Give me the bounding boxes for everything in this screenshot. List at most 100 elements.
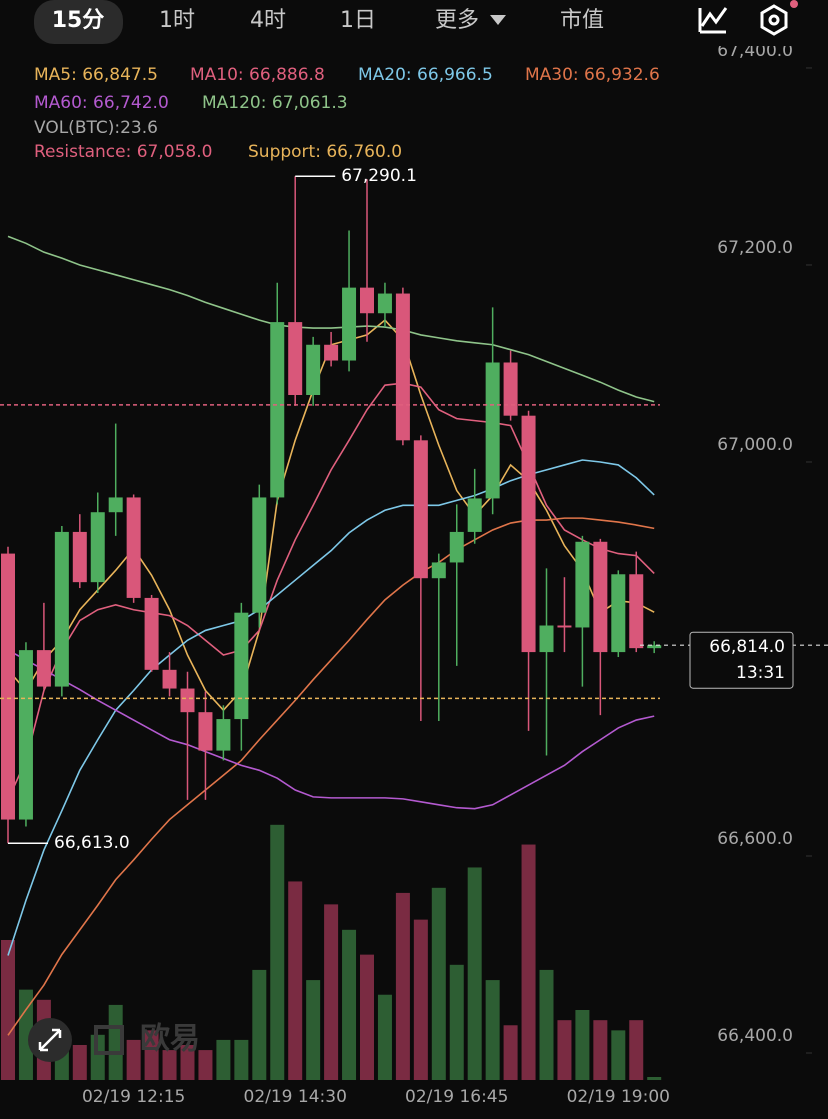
candle-body — [180, 688, 195, 713]
volume-bar — [485, 980, 500, 1080]
support-label: Support: 66,760.0 — [248, 142, 402, 162]
candle-body — [521, 415, 536, 653]
candle-body — [431, 562, 446, 579]
candle-body — [108, 497, 123, 513]
x-tick-label: 02/19 12:15 — [82, 1087, 185, 1107]
candle-body — [90, 512, 105, 583]
candle-body — [270, 322, 285, 498]
ma-line — [7, 382, 655, 801]
candle-body — [611, 574, 626, 653]
volume-bar — [449, 964, 464, 1080]
volume-bar — [467, 867, 482, 1080]
candle-body — [449, 531, 464, 563]
volume-bar — [180, 1045, 195, 1080]
ma-line — [7, 319, 655, 712]
candle-body — [342, 287, 357, 361]
volume-bar — [593, 1020, 608, 1080]
candle-body — [198, 712, 213, 751]
candle-body — [629, 574, 644, 649]
tab[interactable]: 1日 — [340, 8, 376, 33]
candle-body — [288, 322, 303, 395]
tab[interactable]: 15分 — [52, 8, 105, 33]
volume-bar — [395, 892, 410, 1080]
volume-legend: VOL(BTC):23.6 — [34, 118, 158, 138]
settings-icon[interactable] — [760, 4, 788, 36]
ma-line — [7, 459, 655, 956]
candle-body — [377, 293, 392, 314]
volume-bar — [270, 824, 285, 1080]
ma-line — [7, 517, 655, 1036]
volume-layer — [1, 824, 662, 1080]
resistance-label: Resistance: 67,058.0 — [34, 142, 212, 162]
volume-bar — [324, 904, 339, 1080]
volume-bar — [306, 980, 321, 1080]
volume-bar — [647, 1076, 662, 1080]
tab[interactable]: 1时 — [159, 8, 195, 33]
y-tick-label: 67,200.0 — [717, 238, 793, 258]
x-tick-label: 02/19 14:30 — [244, 1087, 347, 1107]
volume-bar — [198, 1050, 213, 1080]
candle-body — [36, 650, 51, 687]
expand-icon — [38, 1028, 62, 1052]
volume-bar — [539, 969, 554, 1080]
volume-bar — [611, 1030, 626, 1080]
settings-icon-center — [768, 14, 780, 26]
tab[interactable]: 4时 — [250, 8, 286, 33]
candle-body — [413, 440, 428, 579]
volume-bar — [629, 1020, 644, 1080]
candle-body — [234, 612, 249, 720]
candle-body — [575, 541, 590, 628]
candle-body — [647, 645, 662, 649]
legend-entry: MA120: 67,061.3 — [202, 93, 348, 113]
candle-body — [126, 497, 141, 598]
volume-bar — [144, 1030, 159, 1080]
volume-bar — [1, 940, 15, 1080]
tab[interactable]: 更多 — [435, 8, 479, 33]
volume-bar — [108, 1004, 123, 1080]
annotation-label: 67,290.1 — [341, 166, 417, 186]
candle-body — [162, 669, 177, 689]
legend-entry: MA10: 66,886.8 — [190, 65, 325, 85]
candle-body — [144, 597, 159, 670]
dropdown-arrow — [490, 15, 506, 25]
volume-bar — [557, 1020, 572, 1080]
top-bar — [0, 0, 828, 46]
candle-body — [395, 293, 410, 441]
candle-body — [252, 497, 267, 613]
last-price-label: 66,814.0 — [709, 637, 785, 657]
volume-bar — [216, 1039, 231, 1080]
candle-body — [54, 531, 69, 687]
volume-bar — [252, 969, 267, 1080]
candle-layer — [1, 176, 662, 844]
candle-body — [72, 531, 87, 583]
notice-dot — [790, 0, 798, 8]
volume-bar — [234, 1039, 249, 1080]
volume-bar — [360, 954, 374, 1080]
candle-body — [324, 344, 339, 361]
candle-body — [485, 362, 500, 499]
candle-body — [557, 625, 572, 628]
last-price-box — [689, 631, 794, 689]
legend-entry: MA60: 66,742.0 — [34, 93, 169, 113]
candle-body — [18, 650, 33, 820]
ma-line — [7, 235, 655, 403]
legend-entry: MA5: 66,847.5 — [34, 65, 158, 85]
watermark-logo — [94, 1025, 124, 1055]
candle-body — [539, 625, 554, 653]
volume-bar — [162, 1050, 177, 1080]
volume-bar — [342, 929, 357, 1080]
tab-selected-bg — [34, 0, 123, 44]
tab[interactable]: 市值 — [560, 8, 604, 33]
axis-layer: 67,400.067,200.067,000.066,600.066,400.0… — [82, 41, 812, 1107]
volume-bar — [431, 887, 446, 1080]
indicator-icon[interactable] — [698, 7, 728, 34]
y-tick-label: 66,400.0 — [717, 1026, 793, 1046]
legend-entry: MA30: 66,932.6 — [525, 65, 660, 85]
ma-line — [7, 649, 655, 810]
volume-bar — [503, 1025, 518, 1080]
y-tick-label: 67,000.0 — [717, 435, 793, 455]
x-tick-label: 02/19 16:45 — [405, 1087, 508, 1107]
candle-body — [360, 287, 374, 314]
volume-bar — [521, 844, 536, 1080]
